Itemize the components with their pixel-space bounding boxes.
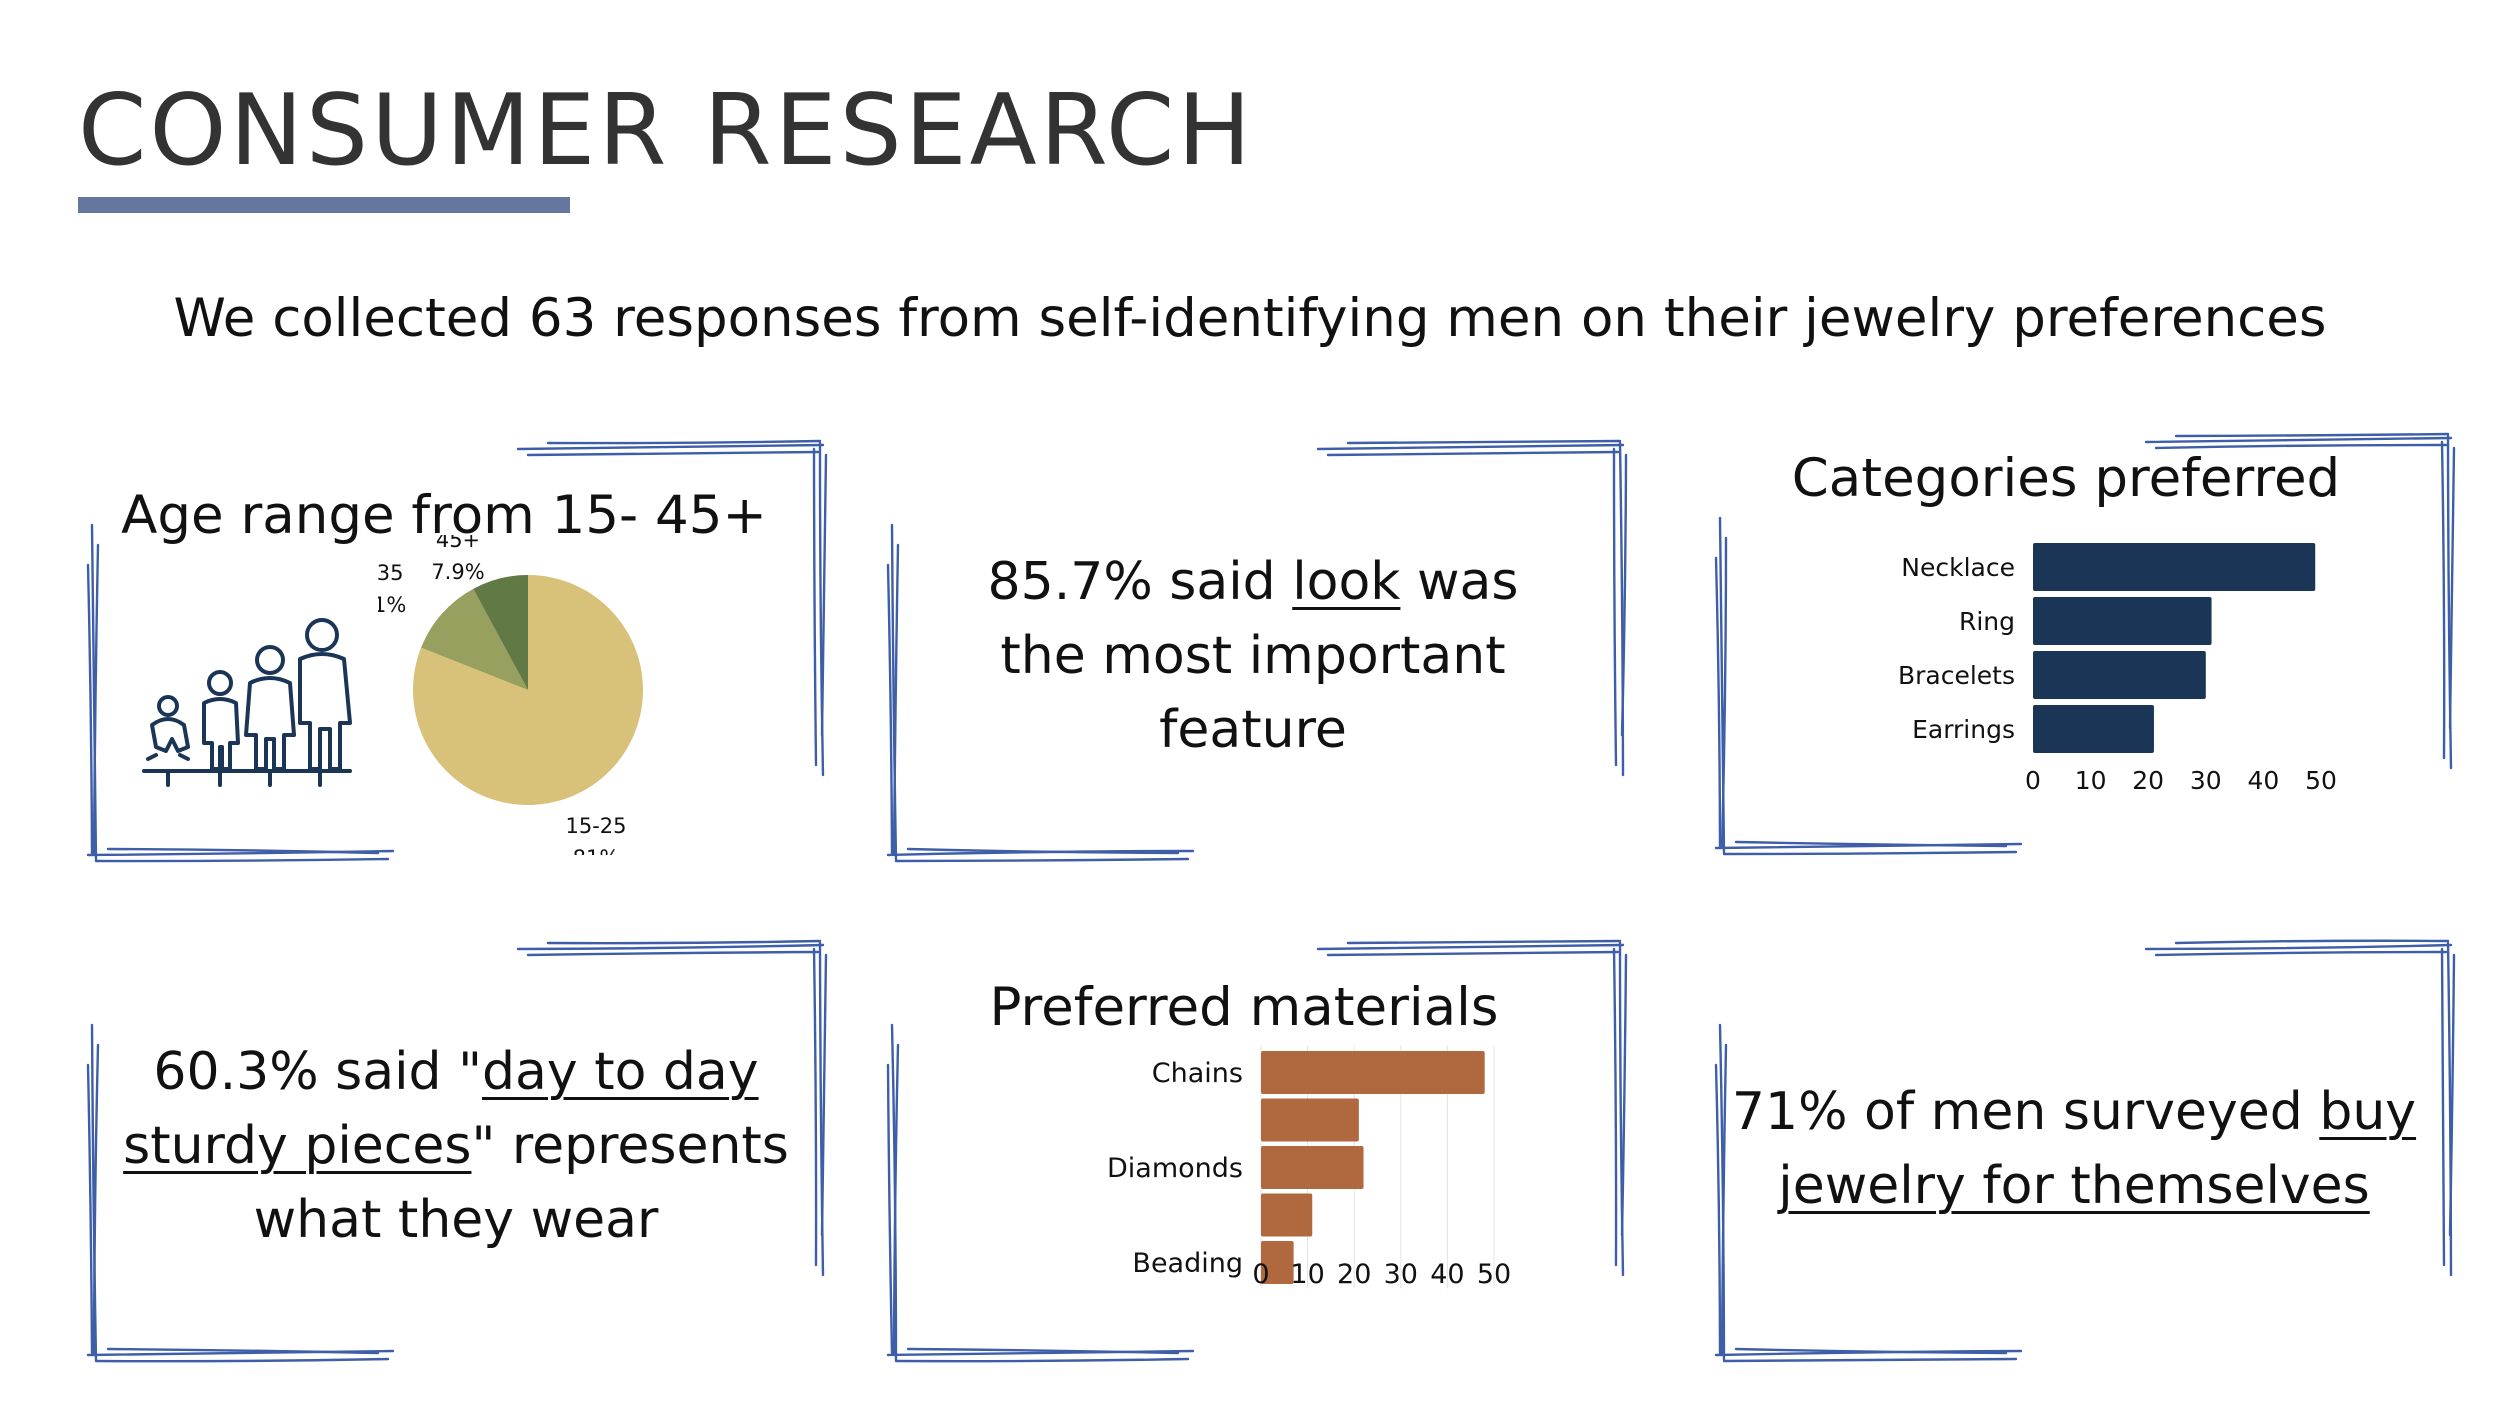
bar-category-label: Ring: [1959, 607, 2015, 636]
x-tick-label: 40: [2247, 766, 2279, 795]
x-tick-label: 50: [1477, 1259, 1511, 1290]
bar-Bracelets: [2033, 651, 2206, 699]
frame-stroke: [1318, 945, 1623, 949]
x-tick-label: 40: [1430, 1259, 1464, 1290]
daily-text: 60.3% said "day to day sturdy pieces" re…: [76, 1035, 836, 1257]
frame-stroke: [2156, 952, 2446, 955]
materials-bar-chart: Chains Diamonds Beading 0 10 20 30 40 50: [878, 1045, 1638, 1290]
frame-stroke: [1724, 1359, 2016, 1361]
look-line1-post: was: [1400, 552, 1518, 612]
self-highlight-1: buy: [2319, 1082, 2416, 1142]
daily-line3: what they wear: [76, 1183, 836, 1257]
pie-pct-label: 7.9%: [431, 560, 484, 584]
bar-unlabeled: [1261, 1099, 1359, 1142]
categories-title: Categories preferred: [1686, 448, 2446, 509]
frame-stroke: [548, 941, 820, 943]
frame-stroke: [528, 452, 818, 455]
bar-Earrings: [2033, 705, 2154, 753]
bar-category-label: Earrings: [1912, 715, 2015, 744]
bar-Chains: [1261, 1051, 1485, 1094]
age-pie-chart: 15-25 81% 26-35 11.1% 45+ 7.9%: [378, 535, 678, 855]
daily-highlight-2: sturdy pieces: [123, 1116, 471, 1176]
frame-stroke: [88, 565, 92, 853]
x-tick-label: 0: [1252, 1259, 1269, 1290]
look-text: 85.7% said look was the most important f…: [873, 545, 1633, 767]
categories-panel: Categories preferred Necklace Ring Bracele…: [1706, 428, 2466, 858]
look-line2: the most important: [873, 619, 1633, 693]
look-line1-pre: 85.7% said: [988, 552, 1293, 612]
x-tick-label: 30: [2190, 766, 2222, 795]
pie-label: 26-35: [378, 561, 404, 585]
subtitle: We collected 63 responses from self-iden…: [0, 288, 2500, 349]
pie-pct-label: 11.1%: [378, 593, 406, 617]
frame-stroke: [1328, 452, 1618, 455]
frame-stroke: [1318, 445, 1623, 449]
bar-Necklace: [2033, 543, 2315, 591]
frame-stroke: [528, 952, 818, 955]
x-tick-label: 10: [1290, 1259, 1324, 1290]
daily-highlight-1: day to day: [482, 1042, 759, 1102]
bar-category-label: Chains: [1152, 1058, 1243, 1089]
x-tick-label: 50: [2305, 766, 2337, 795]
self-panel: 71% of men surveyed buy jewelry for them…: [1706, 935, 2466, 1365]
frame-stroke: [96, 1359, 388, 1361]
x-tick-label: 20: [2132, 766, 2164, 795]
frame-stroke: [896, 1359, 1188, 1361]
bar-Diamonds: [1261, 1146, 1364, 1189]
daily-line1-pre: 60.3% said ": [153, 1042, 482, 1102]
bar-category-label: Beading: [1132, 1248, 1243, 1279]
self-highlight-2: jewelry for themselves: [1778, 1156, 2370, 1216]
frame-stroke: [96, 859, 388, 861]
frame-stroke: [518, 445, 823, 449]
bar-unlabeled: [1261, 1194, 1312, 1237]
page-title: CONSUMER RESEARCH: [78, 78, 1254, 186]
daily-panel: 60.3% said "day to day sturdy pieces" re…: [78, 935, 838, 1365]
bar-category-label: Necklace: [1901, 553, 2015, 582]
frame-stroke: [2176, 941, 2448, 943]
family-age-icon: [138, 615, 358, 795]
frame-stroke: [896, 859, 1188, 861]
bar-category-label: Diamonds: [1107, 1153, 1243, 1184]
x-tick-label: 0: [2025, 766, 2041, 795]
pie-pct-label: 81%: [573, 846, 620, 855]
look-line3: feature: [873, 693, 1633, 767]
pie-label: 15-25: [565, 814, 626, 838]
x-tick-label: 20: [1337, 1259, 1371, 1290]
frame-stroke: [548, 441, 820, 443]
self-line1-pre: 71% of men surveyed: [1732, 1082, 2319, 1142]
look-panel: 85.7% said look was the most important f…: [878, 435, 1638, 865]
title-underline: [78, 197, 570, 213]
x-tick-label: 10: [2075, 766, 2107, 795]
bar-Ring: [2033, 597, 2212, 645]
frame-stroke: [1348, 941, 1620, 943]
x-tick-label: 30: [1384, 1259, 1418, 1290]
frame-stroke: [2176, 434, 2448, 436]
frame-stroke: [1348, 441, 1620, 443]
bar-category-label: Bracelets: [1898, 661, 2015, 690]
frame-stroke: [2146, 945, 2451, 949]
frame-stroke: [1724, 852, 2016, 854]
frame-stroke: [2146, 438, 2451, 442]
frame-stroke: [1328, 952, 1618, 955]
age-panel: Age range from 15- 45+ 15-25 81% 26-35 11.1…: [78, 435, 838, 865]
frame-stroke: [518, 945, 823, 949]
daily-line2-post: " represents: [471, 1116, 788, 1176]
self-text: 71% of men surveyed buy jewelry for them…: [1694, 1075, 2454, 1223]
materials-panel: Preferred materials Chains Diamonds Beadin…: [878, 935, 1638, 1365]
look-highlight: look: [1292, 552, 1400, 612]
categories-bar-chart: Necklace Ring Bracelets Earrings 0 10 20 30 40 50: [1706, 533, 2466, 813]
materials-title: Preferred materials: [864, 977, 1624, 1038]
pie-label: 45+: [436, 535, 480, 552]
